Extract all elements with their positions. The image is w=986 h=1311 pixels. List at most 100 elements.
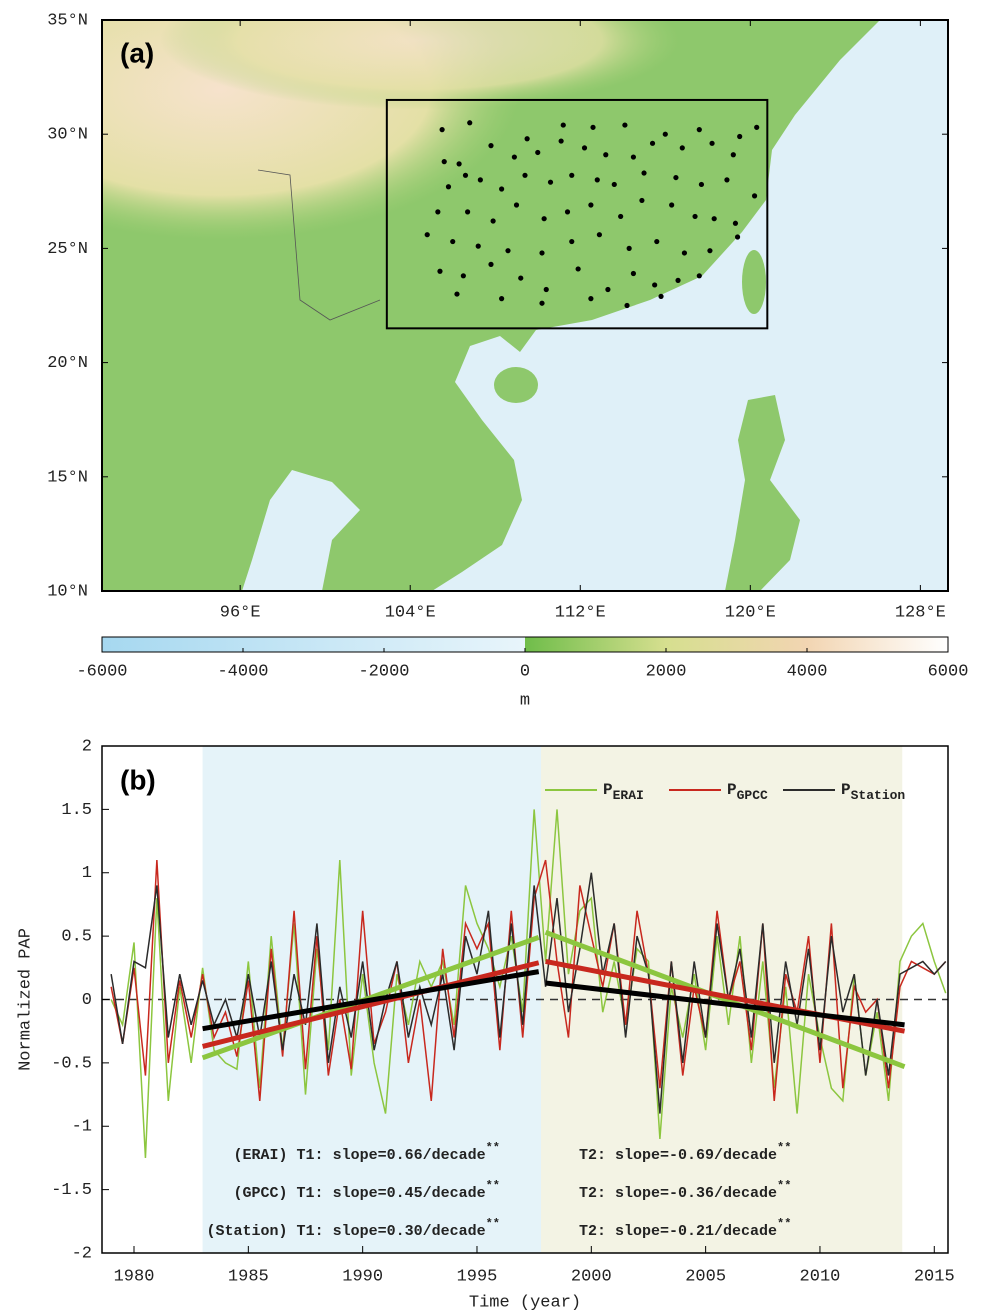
station xyxy=(440,127,445,132)
station xyxy=(733,221,738,226)
station xyxy=(658,294,663,299)
y-tick-label: 30°N xyxy=(47,126,88,145)
station xyxy=(442,159,447,164)
station xyxy=(582,145,587,150)
x-tick-label: 2010 xyxy=(800,1267,841,1286)
station xyxy=(461,273,466,278)
station xyxy=(499,296,504,301)
legend-name: P xyxy=(603,781,613,799)
station xyxy=(682,250,687,255)
station xyxy=(425,232,430,237)
station xyxy=(488,143,493,148)
legend-subscript: GPCC xyxy=(737,788,768,803)
legend-subscript: Station xyxy=(851,788,906,803)
station xyxy=(559,138,564,143)
x-tick-label: 128°E xyxy=(895,603,946,622)
x-tick-label: 1995 xyxy=(457,1267,498,1286)
legend-subscript: ERAI xyxy=(613,788,644,803)
y-tick-label: 1 xyxy=(82,864,92,883)
station xyxy=(603,152,608,157)
station xyxy=(450,239,455,244)
figure: 96°E104°E112°E120°E128°E10°N15°N20°N25°N… xyxy=(0,0,986,1311)
annotation-sup: ** xyxy=(777,1179,791,1193)
station xyxy=(709,141,714,146)
station xyxy=(544,287,549,292)
station xyxy=(478,177,483,182)
y-tick-label: -1.5 xyxy=(51,1181,92,1200)
station xyxy=(446,184,451,189)
station xyxy=(454,291,459,296)
station xyxy=(435,209,440,214)
station xyxy=(476,244,481,249)
x-axis-label: Time (year) xyxy=(469,1293,581,1311)
station xyxy=(437,269,442,274)
annotation-text: T2: slope=-0.36/decade xyxy=(579,1185,777,1202)
station xyxy=(595,177,600,182)
colorbar-ocean xyxy=(102,637,525,652)
x-tick-label: 2015 xyxy=(914,1267,955,1286)
y-tick-label: 20°N xyxy=(47,354,88,373)
station xyxy=(624,303,629,308)
annotation-text: (Station) T1: slope=0.30/decade xyxy=(207,1223,486,1240)
station xyxy=(588,202,593,207)
station xyxy=(699,182,704,187)
colorbar-tick-label: -6000 xyxy=(76,662,127,681)
y-tick-label: 0.5 xyxy=(61,928,92,947)
station xyxy=(712,216,717,221)
station xyxy=(680,145,685,150)
station xyxy=(639,198,644,203)
annotation-text: T2: slope=-0.21/decade xyxy=(579,1223,777,1240)
station xyxy=(752,193,757,198)
station xyxy=(542,216,547,221)
annotation-sup: ** xyxy=(486,1141,500,1155)
station xyxy=(627,246,632,251)
station xyxy=(724,177,729,182)
colorbar-tick-label: -4000 xyxy=(217,662,268,681)
x-tick-label: 120°E xyxy=(725,603,776,622)
x-tick-label: 2000 xyxy=(571,1267,612,1286)
legend-name: P xyxy=(727,781,737,799)
annotation-text: (GPCC) T1: slope=0.45/decade xyxy=(234,1185,486,1202)
page: 96°E104°E112°E120°E128°E10°N15°N20°N25°N… xyxy=(0,0,986,1311)
station xyxy=(754,125,759,130)
x-tick-label: 2005 xyxy=(685,1267,726,1286)
station xyxy=(590,125,595,130)
station xyxy=(597,232,602,237)
station xyxy=(539,301,544,306)
station xyxy=(631,154,636,159)
colorbar-tick-label: 6000 xyxy=(928,662,969,681)
station xyxy=(512,154,517,159)
y-tick-label: -1 xyxy=(72,1118,92,1137)
station xyxy=(561,122,566,127)
station xyxy=(518,275,523,280)
annotation-sup: ** xyxy=(486,1179,500,1193)
station xyxy=(539,250,544,255)
colorbar-land xyxy=(525,637,948,652)
station xyxy=(499,186,504,191)
colorbar-label: m xyxy=(520,691,530,710)
station xyxy=(565,209,570,214)
station xyxy=(588,296,593,301)
station xyxy=(697,127,702,132)
annotation-sup: ** xyxy=(777,1217,791,1231)
station xyxy=(467,120,472,125)
station xyxy=(569,239,574,244)
station xyxy=(457,161,462,166)
y-tick-label: 15°N xyxy=(47,468,88,487)
y-tick-label: -0.5 xyxy=(51,1054,92,1073)
station xyxy=(673,175,678,180)
station xyxy=(631,271,636,276)
station xyxy=(669,202,674,207)
plot-area xyxy=(102,746,948,1253)
y-tick-label: 2 xyxy=(82,737,92,756)
x-tick-label: 1980 xyxy=(114,1267,155,1286)
station xyxy=(463,173,468,178)
station xyxy=(654,239,659,244)
terrain xyxy=(0,0,948,591)
panel-label: (a) xyxy=(120,37,154,68)
annotation-text: T2: slope=-0.69/decade xyxy=(579,1147,777,1164)
station xyxy=(525,136,530,141)
station xyxy=(737,134,742,139)
y-tick-label: 0 xyxy=(82,991,92,1010)
colorbar-tick-label: 2000 xyxy=(646,662,687,681)
